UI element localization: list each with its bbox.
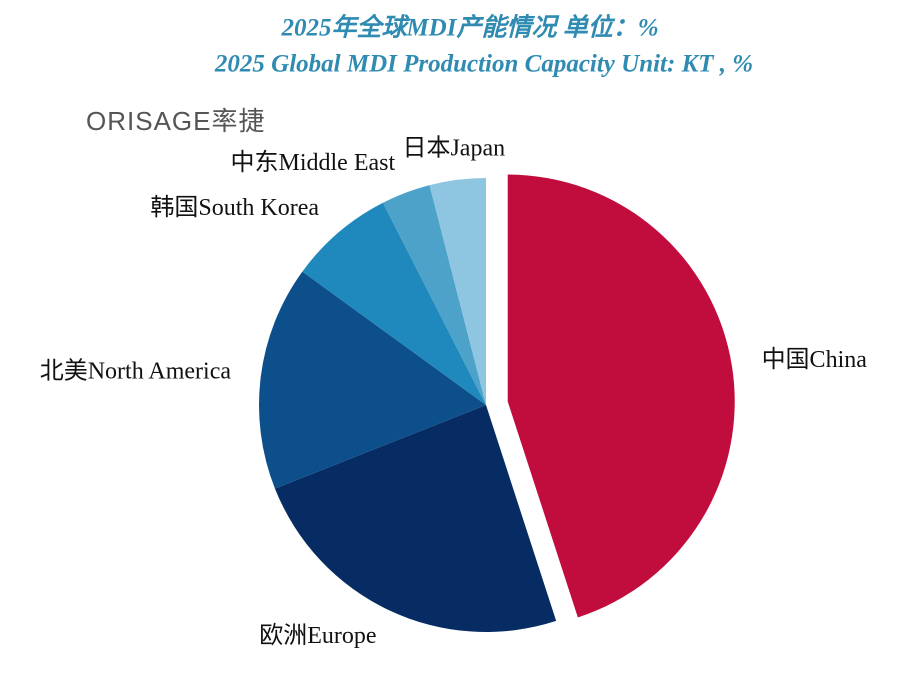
chart-title: 2025年全球MDI产能情况 单位：% xyxy=(280,14,658,42)
pie-slice xyxy=(302,202,486,405)
slice-label: 北美North America xyxy=(40,357,232,384)
pie-slice xyxy=(507,174,735,618)
slice-label: 中国China xyxy=(762,346,868,373)
slice-label: 日本Japan xyxy=(402,135,505,162)
logo: ORISAGE率捷 xyxy=(86,106,265,136)
chart-subtitle: 2025 Global MDI Production Capacity Unit… xyxy=(214,51,753,78)
pie-slice xyxy=(274,405,557,632)
pie-slice xyxy=(258,271,486,489)
slice-label: 韩国South Korea xyxy=(150,194,319,221)
pie-slice xyxy=(429,178,486,405)
slice-label: 欧洲Europe xyxy=(259,622,376,649)
pie-slice xyxy=(382,185,486,405)
slice-label: 中东Middle East xyxy=(231,149,396,176)
